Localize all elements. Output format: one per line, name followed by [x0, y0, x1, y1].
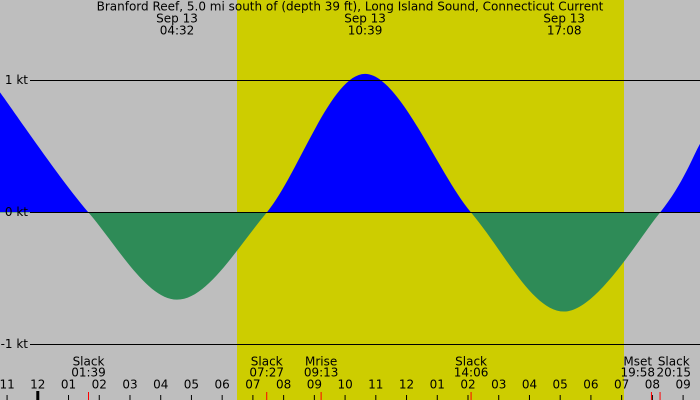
event-time: 20:15	[656, 366, 691, 380]
x-tick-label: 11	[0, 378, 15, 392]
event-time: 09:13	[304, 366, 339, 380]
event-time: 14:06	[454, 366, 489, 380]
y-tick-label: 1 kt	[5, 73, 28, 87]
event-label: Slack	[658, 355, 690, 369]
x-tick-label: 03	[491, 378, 506, 392]
extreme-time: 17:08	[547, 24, 582, 38]
x-tick-label: 05	[553, 378, 568, 392]
y-tick-label: -1 kt	[1, 337, 29, 351]
x-tick-label: 07	[245, 378, 260, 392]
extreme-time: 04:32	[160, 24, 195, 38]
event-label: Slack	[251, 355, 283, 369]
x-tick-label: 08	[276, 378, 291, 392]
x-tick-label: 07	[614, 378, 629, 392]
x-tick-label: 02	[92, 378, 107, 392]
x-tick-label: 12	[399, 378, 414, 392]
extreme-date: Sep 13	[156, 12, 198, 26]
flood-area	[0, 73, 700, 212]
x-tick-label: 01	[61, 378, 76, 392]
y-tick-label: 0 kt	[5, 205, 28, 219]
event-label: Mset	[623, 355, 652, 369]
event-time: 07:27	[249, 366, 284, 380]
x-tick-label: 09	[675, 378, 690, 392]
event-label: Mrise	[305, 355, 337, 369]
x-tick-label: 08	[645, 378, 660, 392]
x-tick-label: 03	[122, 378, 137, 392]
extreme-date: Sep 13	[543, 12, 585, 26]
x-tick-label: 10	[337, 378, 352, 392]
x-tick-label: 04	[153, 378, 168, 392]
event-label: Slack	[73, 355, 105, 369]
x-tick-label: 11	[368, 378, 383, 392]
x-tick-label: 09	[307, 378, 322, 392]
x-tick-label: 04	[522, 378, 537, 392]
chart-title: Branford Reef, 5.0 mi south of (depth 39…	[97, 0, 604, 14]
x-tick-label: 02	[460, 378, 475, 392]
event-time: 19:58	[620, 366, 655, 380]
ebb-area	[0, 212, 700, 312]
event-label: Slack	[455, 355, 487, 369]
extreme-time: 10:39	[348, 24, 383, 38]
x-tick-label: 06	[215, 378, 230, 392]
x-tick-label: 12	[30, 378, 45, 392]
extreme-date: Sep 13	[344, 12, 386, 26]
x-tick-label: 05	[184, 378, 199, 392]
x-tick-label: 01	[430, 378, 445, 392]
x-tick-label: 06	[583, 378, 598, 392]
event-time: 01:39	[71, 366, 106, 380]
